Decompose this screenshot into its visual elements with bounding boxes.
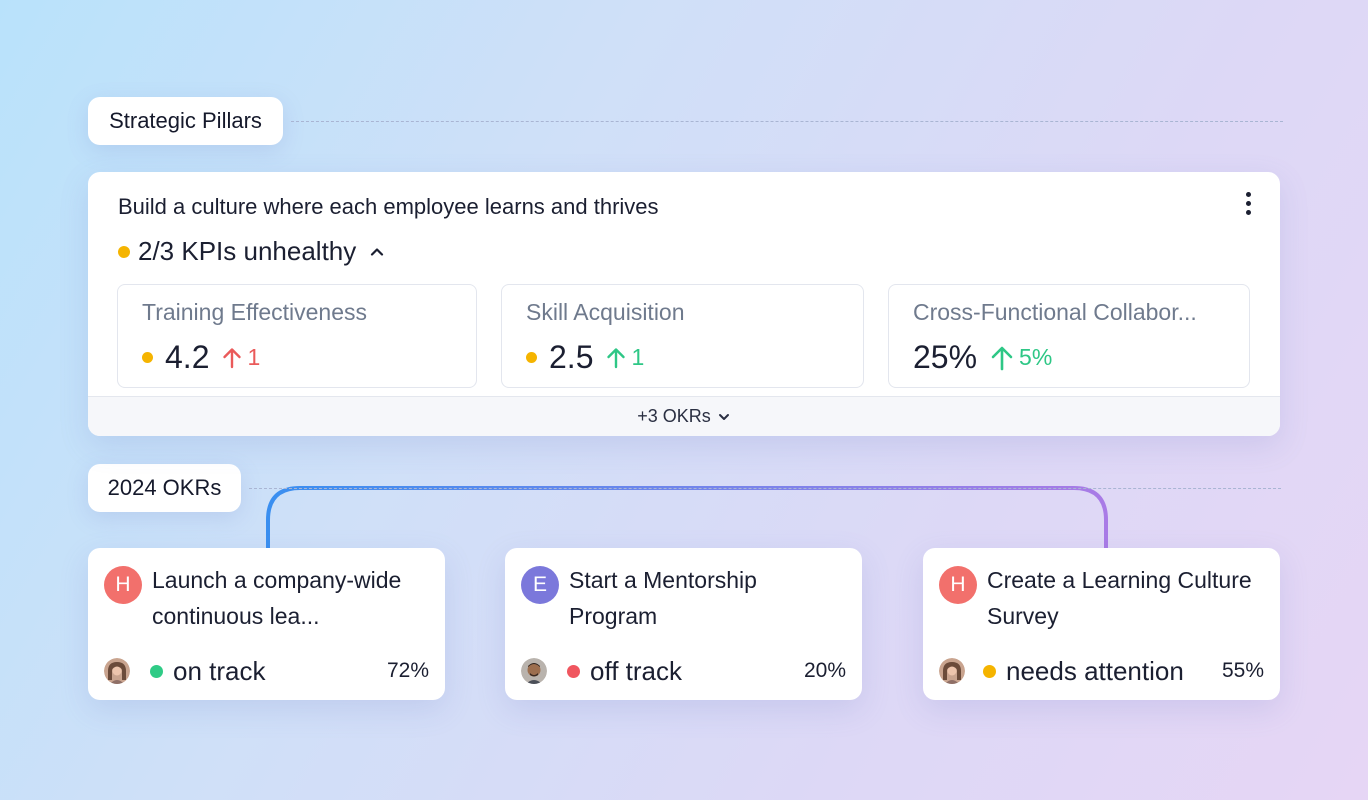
more-okrs-text: +3 OKRs [637, 406, 711, 426]
kpi-title: Training Effectiveness [142, 299, 368, 325]
status-dot [567, 664, 580, 678]
kpi-health-toggle[interactable]: 2/3 KPIs unhealthy [118, 236, 386, 267]
strategic-pillar-card[interactable]: Build a culture where each employee lear… [88, 172, 1280, 436]
okrs-2024-label: 2024 OKRs [88, 464, 241, 512]
kpi-title: Cross-Functional Collabor... [913, 299, 1197, 325]
section-divider [291, 121, 1283, 122]
avatar [104, 658, 130, 684]
kpi-title: Skill Acquisition [526, 299, 685, 325]
status-dot [526, 352, 537, 363]
arrow-up-icon [223, 347, 242, 368]
kpi-value: 4.2 [165, 339, 210, 375]
arrow-up-icon [607, 347, 626, 368]
owner-avatar: E [521, 566, 559, 604]
status-text: on track [173, 655, 266, 686]
kpi-health-text: 2/3 KPIs unhealthy [138, 236, 357, 266]
status-dot [150, 664, 163, 678]
status-text: needs attention [1006, 655, 1184, 686]
chevron-up-icon [371, 247, 384, 256]
status-text: off track [590, 655, 683, 686]
status-indicator: on track [150, 656, 266, 687]
kpi-delta: 1 [221, 344, 260, 371]
okr-title[interactable]: Start a Mentorship Program [569, 567, 757, 629]
status-dot [142, 352, 153, 363]
okr-card[interactable]: E Start a Mentorship Program off track 2… [505, 548, 862, 700]
progress-percent: 20% [803, 659, 846, 682]
progress-percent: 55% [1221, 659, 1264, 682]
kebab-icon[interactable] [1238, 190, 1258, 216]
owner-avatar: H [939, 566, 977, 604]
strategic-pillars-text: Strategic Pillars [109, 108, 262, 133]
avatar [521, 658, 547, 684]
kpi-delta: 5% [989, 344, 1052, 372]
kpi-delta-value: 5% [1019, 344, 1053, 370]
kpi-card-cross-functional-collaboration[interactable]: Cross-Functional Collabor... 25% 5% [888, 284, 1250, 388]
strategic-pillars-label: Strategic Pillars [88, 97, 283, 145]
kpi-card-skill-acquisition[interactable]: Skill Acquisition 2.5 1 [501, 284, 864, 388]
chevron-down-icon [718, 413, 729, 420]
progress-percent: 72% [386, 659, 429, 682]
kpi-card-training-effectiveness[interactable]: Training Effectiveness 4.2 1 [117, 284, 477, 388]
more-okrs-button[interactable]: +3 OKRs [88, 396, 1280, 436]
owner-avatar: H [104, 566, 142, 604]
okrs-2024-text: 2024 OKRs [107, 475, 222, 500]
kpi-delta: 1 [605, 344, 644, 371]
status-indicator: needs attention [983, 656, 1184, 687]
arrow-up-icon [991, 346, 1013, 370]
kpi-value: 25% [913, 339, 978, 375]
avatar [939, 658, 965, 684]
okr-card[interactable]: H Launch a company-wide continuous lea..… [88, 548, 445, 700]
okr-card[interactable]: H Create a Learning Culture Survey needs… [923, 548, 1280, 700]
okr-title[interactable]: Create a Learning Culture Survey [987, 567, 1252, 629]
kpi-delta-value: 1 [247, 344, 261, 370]
kpi-value: 2.5 [549, 339, 594, 375]
kpi-delta-value: 1 [631, 344, 645, 370]
pillar-title: Build a culture where each employee lear… [118, 194, 659, 219]
status-dot [118, 245, 130, 258]
status-indicator: off track [567, 656, 682, 687]
okr-title[interactable]: Launch a company-wide continuous lea... [152, 567, 402, 629]
status-dot [983, 664, 996, 678]
section-divider [249, 488, 1281, 489]
